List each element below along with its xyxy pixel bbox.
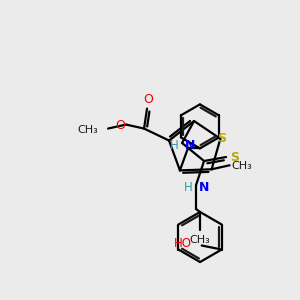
Text: H: H <box>170 139 179 152</box>
Text: S: S <box>217 132 226 145</box>
Text: H: H <box>184 181 193 194</box>
Text: S: S <box>231 151 240 164</box>
Text: O: O <box>143 93 153 106</box>
Text: CH₃: CH₃ <box>190 235 210 245</box>
Text: HO: HO <box>174 237 192 250</box>
Text: O: O <box>115 119 125 132</box>
Text: N: N <box>185 139 195 152</box>
Text: CH₃: CH₃ <box>231 161 252 171</box>
Text: CH₃: CH₃ <box>77 124 98 135</box>
Text: N: N <box>199 181 209 194</box>
